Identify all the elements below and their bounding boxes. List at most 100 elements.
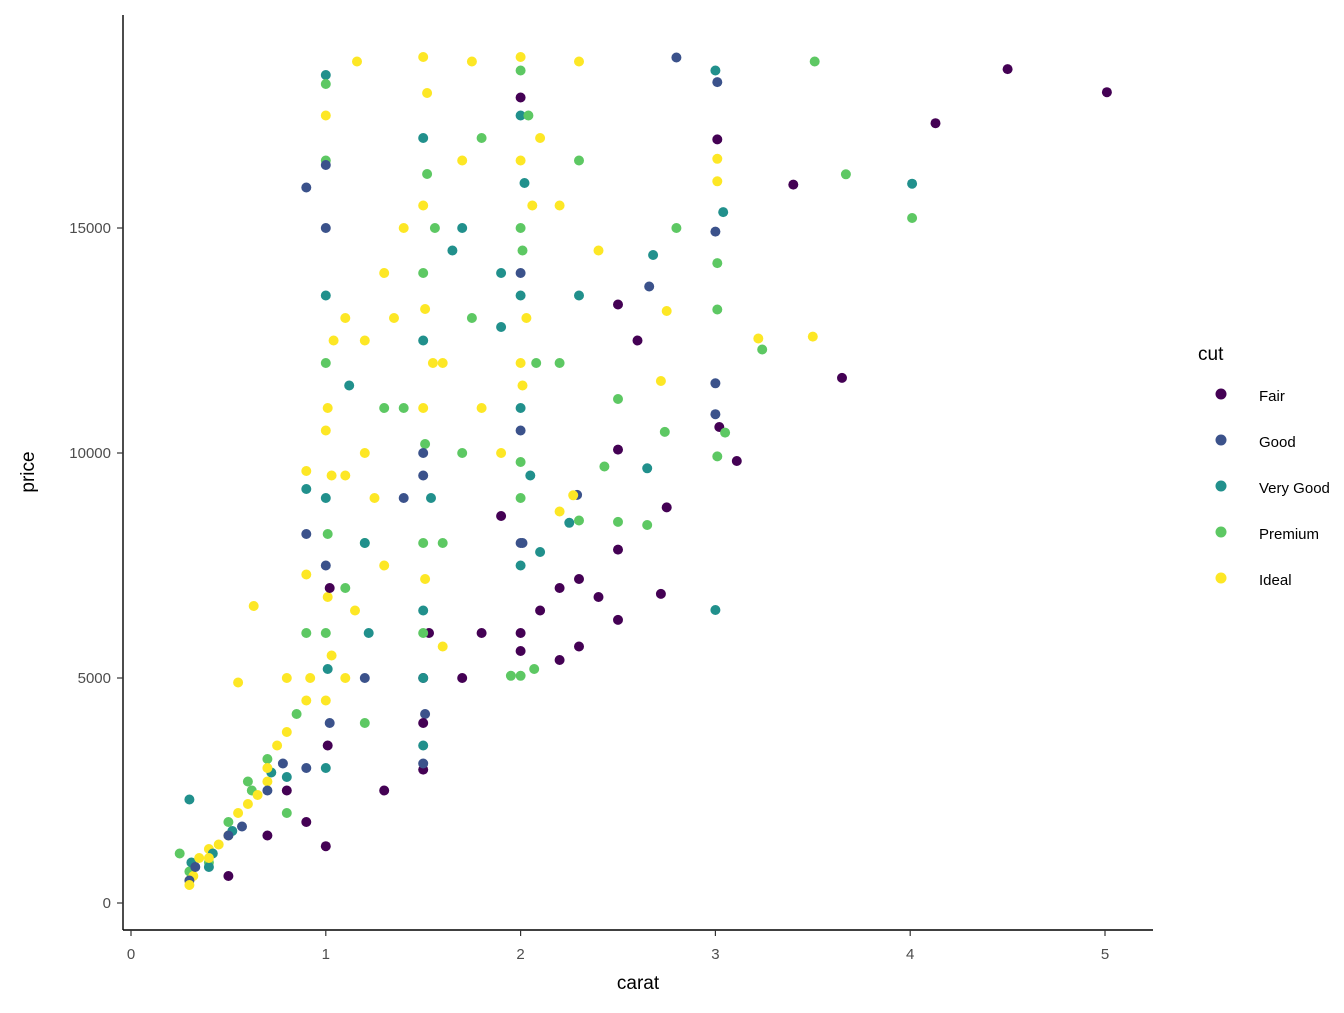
data-point	[527, 200, 538, 211]
data-point	[359, 538, 370, 548]
data-point	[613, 544, 623, 555]
data-point	[515, 628, 526, 638]
x-tick-label: 0	[127, 946, 135, 963]
data-point	[305, 673, 316, 683]
data-point	[320, 223, 331, 233]
data-point	[322, 664, 333, 674]
data-point	[322, 592, 333, 602]
data-point	[418, 268, 429, 278]
data-point	[281, 785, 292, 796]
data-point	[379, 403, 390, 413]
legend-key	[1215, 572, 1227, 584]
data-point	[496, 322, 507, 332]
data-point	[515, 92, 526, 103]
data-point	[476, 628, 487, 638]
data-point	[496, 448, 507, 458]
data-point	[731, 456, 742, 466]
data-point	[379, 785, 390, 796]
data-point	[521, 313, 532, 323]
data-point	[398, 223, 409, 233]
data-point	[535, 605, 546, 616]
data-point	[281, 772, 292, 782]
legend-label: Premium	[1259, 526, 1319, 543]
data-point	[242, 776, 253, 787]
data-point	[291, 709, 302, 719]
data-point	[418, 718, 429, 728]
data-point	[320, 841, 331, 852]
x-axis-title: carat	[617, 973, 660, 994]
data-point	[593, 245, 604, 256]
data-point	[648, 250, 659, 260]
data-point	[301, 182, 312, 193]
data-point	[466, 313, 477, 323]
data-point	[505, 670, 516, 681]
data-point	[379, 268, 390, 278]
data-point	[363, 628, 374, 638]
data-point	[340, 313, 351, 323]
data-point	[320, 70, 331, 80]
data-point	[574, 515, 584, 526]
data-point	[840, 169, 851, 180]
data-point	[574, 155, 584, 166]
data-point	[642, 463, 653, 474]
data-point	[420, 304, 431, 314]
data-point	[320, 290, 331, 301]
legend-label: Good	[1259, 434, 1296, 451]
data-point	[174, 848, 185, 859]
data-point	[277, 758, 288, 769]
data-point	[661, 306, 672, 316]
data-point	[320, 763, 331, 773]
data-point	[712, 304, 723, 315]
data-point	[515, 403, 526, 413]
data-point	[457, 448, 468, 458]
data-point	[807, 331, 818, 342]
data-point	[418, 448, 429, 458]
legend-key	[1215, 434, 1227, 446]
data-point	[322, 403, 333, 413]
data-point	[418, 758, 429, 769]
data-point	[659, 426, 670, 437]
data-point	[613, 444, 623, 455]
data-point	[599, 461, 610, 472]
data-point	[712, 134, 723, 145]
data-point	[710, 226, 721, 237]
data-point	[359, 335, 370, 346]
data-point	[712, 176, 723, 187]
data-point	[418, 605, 429, 616]
data-point	[352, 56, 362, 67]
data-point	[320, 110, 331, 121]
data-point	[437, 641, 448, 652]
data-point	[788, 179, 799, 190]
data-point	[496, 511, 507, 521]
data-point	[237, 821, 247, 832]
x-tick-label: 3	[711, 946, 719, 963]
data-point	[418, 470, 429, 481]
data-point	[535, 133, 546, 143]
data-point	[184, 794, 195, 805]
x-tick-label: 1	[322, 946, 330, 963]
legend-key	[1215, 480, 1227, 492]
y-axis-title: price	[18, 451, 39, 492]
data-point	[223, 871, 234, 881]
data-point	[320, 79, 331, 89]
data-point	[712, 451, 723, 462]
data-point	[426, 493, 436, 503]
legend-key	[1215, 526, 1227, 538]
x-tick-label: 4	[906, 946, 914, 963]
data-point	[515, 223, 526, 233]
data-point	[554, 655, 565, 665]
data-point	[389, 313, 399, 323]
data-point	[262, 785, 273, 796]
data-point	[671, 223, 682, 233]
data-point	[930, 118, 941, 129]
data-point	[340, 583, 351, 593]
data-point	[320, 358, 331, 368]
data-point	[326, 650, 337, 661]
data-point	[718, 207, 729, 218]
data-point	[671, 52, 682, 63]
data-point	[535, 547, 546, 557]
legend-key	[1215, 388, 1227, 400]
data-point	[301, 529, 312, 539]
legend-title: cut	[1198, 344, 1224, 365]
